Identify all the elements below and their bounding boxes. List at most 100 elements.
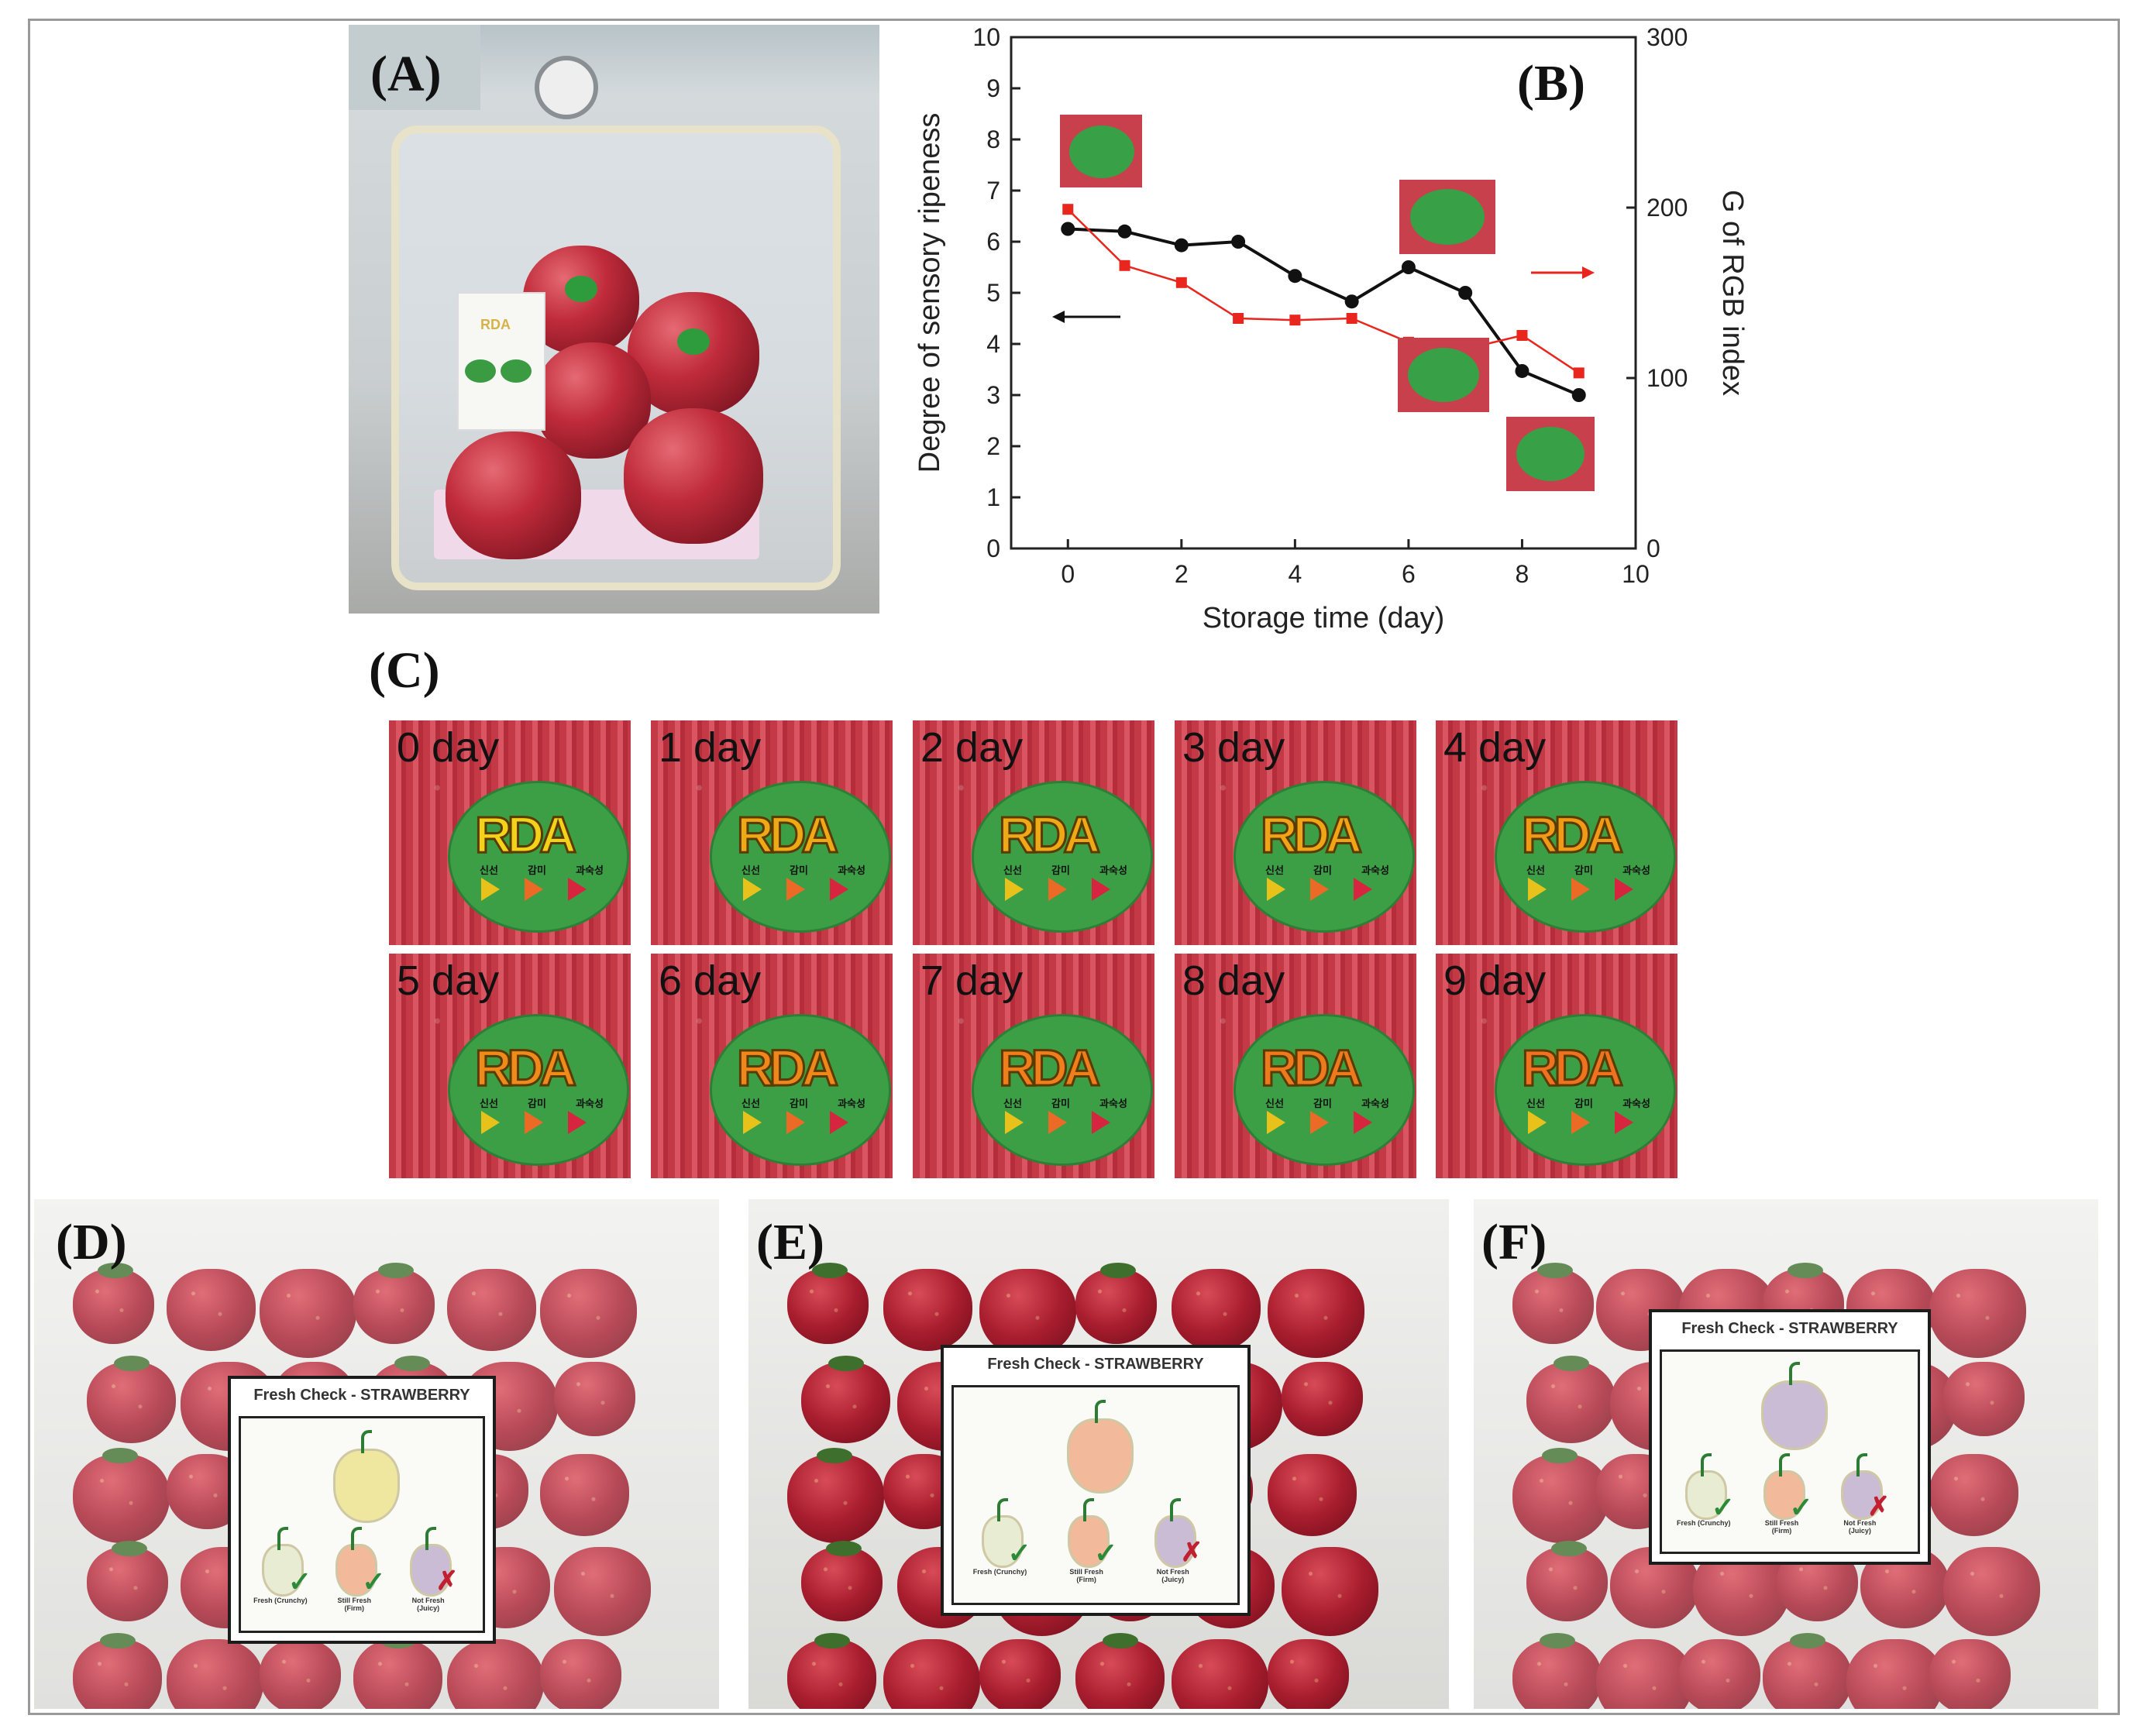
- freshness-sticker: RDA 신선 감미 과숙성: [972, 781, 1153, 933]
- strawberry: [554, 1546, 652, 1636]
- strawberry-leaf: [113, 1355, 150, 1371]
- day-label: 0 day: [397, 724, 500, 771]
- stage-arrow-icon: [830, 878, 848, 901]
- fresh-check-card: Fresh Check - STRAWBERRY ✓ Fresh (Crunchy)…: [941, 1345, 1251, 1616]
- strawberry: [446, 1639, 544, 1709]
- strawberry-leaf: [1536, 1263, 1573, 1278]
- sticker-stage-labels: 신선 감미 과숙성: [480, 1095, 604, 1110]
- y-right-tick-label: 0: [1646, 535, 1660, 562]
- strawberry-leaf: [1789, 1633, 1825, 1648]
- sticker-stage-label: 신선: [1526, 1098, 1545, 1109]
- strawberry: [260, 1269, 357, 1358]
- sticker-stage-label: 감미: [1574, 1098, 1593, 1109]
- indicator-caption: Fresh (Crunchy): [253, 1596, 308, 1604]
- y-left-tick-label: 5: [986, 279, 1000, 307]
- sticker-stage-labels: 신선 감미 과숙성: [1265, 862, 1389, 877]
- day-label: 8 day: [1182, 957, 1285, 1004]
- pepper-stem-icon: [351, 1527, 363, 1551]
- strawberry: [540, 1639, 622, 1709]
- pressure-gauge-icon: [535, 56, 598, 119]
- rgb-point: [1062, 204, 1074, 215]
- strawberry: [446, 1269, 536, 1351]
- panel-b-chart: 0 1 2 3 4 5 6 7 8 9 10 0 100 200 300 0 2 4 6 8 10: [899, 22, 1767, 665]
- rgb-point: [1289, 315, 1301, 326]
- reference-indicator: [261, 1544, 304, 1597]
- stage-arrow-icon: [743, 878, 762, 901]
- freshness-sticker: RDA 신선 감미 과숙성: [448, 781, 629, 933]
- freshness-sticker: RDA 신선 감미 과숙성: [1495, 781, 1676, 933]
- strawberry: [801, 1546, 883, 1622]
- ripeness-chart: 0 1 2 3 4 5 6 7 8 9 10 0 100 200 300 0 2 4 6 8 10: [914, 23, 1749, 634]
- sticker-stage-label: 과숙성: [1361, 865, 1389, 876]
- day-label: 1 day: [659, 724, 762, 771]
- sensory-point: [1515, 363, 1529, 378]
- y-left-tick-label: 4: [986, 330, 1000, 358]
- stage-arrow-icon: [481, 1111, 500, 1134]
- sensory-point: [1117, 224, 1132, 239]
- sticker-stage-label: 과숙성: [576, 865, 604, 876]
- sticker-stage-labels: 신선 감미 과숙성: [1003, 1095, 1127, 1110]
- y-left-tick-label: 6: [986, 228, 1000, 256]
- sticker-stage-label: 감미: [1313, 865, 1332, 876]
- apple: [624, 408, 763, 544]
- strawberry-leaf: [816, 1448, 852, 1463]
- stage-arrow-icon: [1528, 878, 1547, 901]
- sticker-stage-label: 감미: [790, 1098, 808, 1109]
- sticker-thumbnail: [1506, 417, 1595, 491]
- strawberry-leaf: [828, 1355, 864, 1371]
- card-indicator-dot: [501, 359, 532, 383]
- rgb-point: [1233, 313, 1244, 324]
- sticker-logo: RDA: [998, 805, 1102, 865]
- pepper-stem-icon: [996, 1497, 1008, 1521]
- strawberry: [1268, 1454, 1357, 1536]
- sticker-stage-label: 신선: [1526, 865, 1545, 876]
- strawberry-leaf: [1099, 1263, 1136, 1278]
- sticker-logo: RDA: [1521, 1038, 1625, 1098]
- stage-arrow-icon: [1267, 1111, 1285, 1134]
- figure-frame: [28, 19, 2120, 1715]
- strawberry: [540, 1454, 630, 1536]
- indicator-card: RDA: [457, 292, 545, 431]
- indicator-caption: Not Fresh (Juicy): [411, 1596, 445, 1612]
- strawberry-leaf: [825, 1540, 862, 1556]
- main-indicator: [1067, 1418, 1134, 1494]
- strawberry: [979, 1639, 1061, 1709]
- sticker-logo: RDA: [474, 805, 578, 865]
- strawberry-leaf: [99, 1633, 136, 1648]
- x-axis-title: Storage time (day): [1203, 602, 1445, 634]
- panel-label-f: (F): [1481, 1214, 1547, 1270]
- sticker-stage-label: 신선: [1265, 865, 1284, 876]
- stage-arrow-icon: [1571, 878, 1590, 901]
- strawberry: [1172, 1269, 1261, 1351]
- strawberry-leaf: [1539, 1633, 1575, 1648]
- sticker-logo: RDA: [736, 1038, 840, 1098]
- stage-arrow-icon: [1092, 1111, 1110, 1134]
- strawberry: [787, 1269, 869, 1344]
- rgb-point: [1119, 260, 1130, 271]
- strawberry: [166, 1639, 263, 1709]
- right-axis-arrow: [1531, 266, 1595, 279]
- strawberry: [979, 1269, 1076, 1358]
- stage-arrow-icon: [743, 1111, 762, 1134]
- stage-arrow-icon: [481, 878, 500, 901]
- strawberry: [1763, 1639, 1852, 1709]
- freshness-sticker: RDA 신선 감미 과숙성: [710, 781, 891, 933]
- main-indicator: [333, 1449, 400, 1523]
- day-label: 4 day: [1443, 724, 1547, 771]
- day-tile: RDA 신선 감미 과숙성 1 day: [651, 720, 893, 945]
- strawberry: [1512, 1639, 1602, 1709]
- check-icon: ✓: [287, 1566, 312, 1598]
- apple: [628, 292, 759, 416]
- sticker-stage-label: 감미: [1313, 1098, 1332, 1109]
- indicator-caption: Not Fresh (Juicy): [1156, 1567, 1189, 1583]
- day-tile: RDA 신선 감미 과숙성 6 day: [651, 954, 893, 1178]
- sticker-stage-label: 감미: [528, 1098, 546, 1109]
- fresh-check-title: Fresh Check - STRAWBERRY: [1681, 1320, 1898, 1337]
- pepper-stem-icon: [1095, 1399, 1106, 1423]
- strawberry: [353, 1639, 442, 1709]
- strawberry-leaf: [1553, 1355, 1589, 1371]
- strawberry: [87, 1361, 176, 1444]
- sticker-stage-label: 감미: [790, 865, 808, 876]
- cross-icon: ✗: [1867, 1491, 1890, 1521]
- y-left-tick-label: 2: [986, 432, 1000, 460]
